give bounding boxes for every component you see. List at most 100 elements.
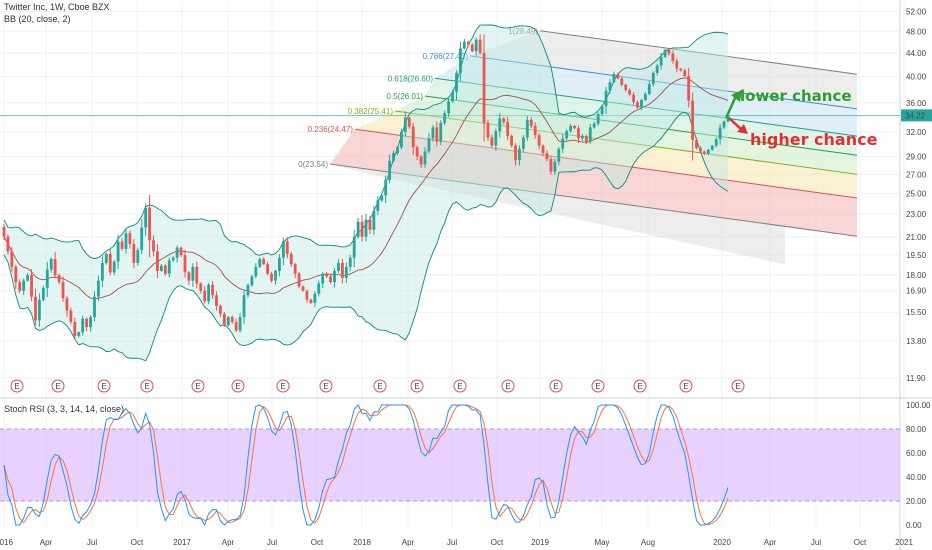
chart-title: Twitter Inc, 1W, Cboe BZX (4, 2, 110, 12)
candle-body (222, 313, 226, 326)
candle-body (400, 132, 403, 148)
price-tag-label: 34.22 (905, 111, 926, 120)
stoch-tick-label: 0.00 (906, 521, 922, 530)
candle-body (403, 117, 407, 133)
candle-body (722, 121, 726, 128)
earnings-circle (319, 379, 333, 393)
candle-body (388, 160, 392, 180)
candle-body (616, 74, 620, 79)
candle-body (41, 287, 45, 300)
candle-body (136, 250, 140, 263)
candle-body (490, 137, 494, 146)
candle-body (89, 317, 92, 328)
candle-body (309, 299, 313, 303)
candle-body (124, 233, 128, 249)
candle-body (419, 156, 423, 165)
annotation-lower-chance: lower chance (740, 87, 852, 105)
candle-body (521, 137, 525, 149)
candle-body (455, 72, 458, 92)
candle-body (718, 127, 722, 140)
bb-lower (3, 111, 729, 362)
candle-body (541, 145, 545, 154)
candle-body (592, 123, 596, 128)
candle-body (695, 139, 698, 149)
price-tick-label: 27.00 (906, 170, 927, 179)
candle-body (77, 332, 81, 336)
candle-body (368, 219, 372, 230)
candle-body (608, 82, 612, 91)
earnings-circle (191, 379, 205, 393)
time-tick-label: Oct (491, 538, 504, 547)
candle-body (478, 39, 482, 53)
price-tick-label: 16.90 (906, 287, 927, 296)
candle-body (108, 253, 112, 273)
candle-body (396, 147, 399, 154)
fib-level-label: 1(28.49) (508, 27, 538, 36)
candles (2, 34, 730, 340)
earnings-circle (410, 379, 424, 393)
time-tick-label: May (594, 538, 609, 547)
candle-body (384, 179, 388, 196)
candle-body (120, 241, 124, 249)
candle-body (329, 276, 332, 283)
earnings-marker: E (10, 379, 24, 393)
earnings-circle (501, 379, 515, 393)
candle-body (57, 275, 61, 283)
fib-band (425, 78, 857, 156)
candle-body (380, 195, 384, 201)
candle-body (199, 283, 203, 291)
time-tick-label: 2020 (713, 538, 731, 547)
fib-level-label: 0.236(24.47) (308, 125, 354, 134)
candle-body (423, 151, 427, 165)
candle-body (683, 70, 687, 76)
candle-body (714, 139, 718, 146)
earnings-label: E (195, 382, 200, 391)
candle-body (340, 262, 344, 278)
candle-body (116, 241, 120, 262)
candle-body (372, 210, 376, 230)
fib-level-line (469, 55, 858, 110)
candle-body (301, 286, 305, 291)
fib-level-line (424, 95, 858, 156)
candle-body (561, 138, 565, 149)
earnings-circle (231, 379, 245, 393)
candle-body (518, 148, 521, 160)
candle-body (254, 266, 258, 277)
price-tick-label: 36.00 (906, 99, 927, 108)
candle-body (14, 266, 18, 283)
candle-body (573, 125, 576, 129)
candle-body (581, 135, 584, 139)
earnings-marker: E (231, 379, 245, 393)
earnings-label: E (457, 382, 462, 391)
candle-body (640, 100, 643, 108)
time-tick-label: 2016 (0, 538, 13, 547)
price-tick-label: 11.90 (906, 374, 926, 383)
candle-body (596, 114, 600, 124)
candle-body (443, 113, 447, 123)
earnings-marker: E (191, 379, 205, 393)
earnings-marker: E (591, 379, 605, 393)
time-tick-label: Jul (447, 538, 457, 547)
candle-body (22, 280, 26, 291)
candle-body (651, 72, 655, 85)
fib-band (470, 30, 857, 109)
candle-body (140, 227, 144, 251)
candle-body (675, 60, 679, 69)
earnings-circle (679, 379, 693, 393)
earnings-marker: E (679, 379, 693, 393)
candle-body (49, 259, 53, 270)
candle-body (262, 259, 266, 265)
candle-body (100, 262, 104, 281)
candle-body (435, 127, 439, 142)
annotation-higher-chance: higher chance (750, 130, 878, 149)
candle-body (687, 75, 691, 101)
candle-body (510, 135, 513, 146)
candle-body (132, 243, 136, 263)
earnings-label: E (144, 382, 149, 391)
candle-body (325, 273, 329, 277)
candle-body (167, 260, 171, 274)
candle-body (274, 270, 277, 281)
candle-body (45, 269, 49, 288)
